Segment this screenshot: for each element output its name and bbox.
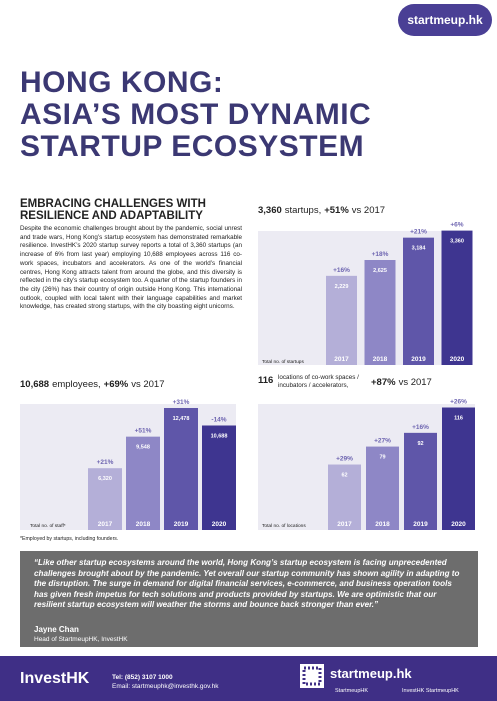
bar	[164, 407, 198, 530]
bar	[403, 237, 434, 365]
value-label: 10,688	[211, 433, 228, 439]
title-comparison: vs 2017	[352, 205, 385, 216]
title-unit: incubators / accelerators,	[278, 382, 349, 389]
bar	[364, 260, 396, 365]
x-tick-label: 2020	[451, 521, 466, 528]
bar	[326, 275, 357, 365]
growth-label: +6%	[450, 222, 463, 229]
value-label: 79	[379, 455, 385, 461]
x-tick-label: 2017	[334, 356, 349, 363]
section-heading: EMBRACING CHALLENGES WITH	[20, 198, 206, 210]
bar	[404, 432, 437, 530]
growth-label: +27%	[374, 438, 391, 445]
value-label: 2,229	[335, 284, 349, 290]
section-heading: RESILIENCE AND ADAPTABILITY	[20, 210, 203, 222]
bar	[442, 407, 475, 530]
bar	[441, 230, 473, 365]
bar	[202, 425, 236, 530]
title-line: STARTUP ECOSYSTEM	[20, 130, 364, 163]
growth-label: +51%	[135, 428, 152, 435]
growth-label: +26%	[450, 399, 467, 406]
x-tick-label: 2019	[413, 521, 428, 528]
logo: startmeup.hk	[407, 13, 483, 27]
bar	[126, 436, 160, 530]
value-label: 62	[341, 473, 347, 479]
quote-role: Head of StartmeupHK, InvestHK	[34, 636, 128, 643]
title-unit: locations of co-work spaces /	[278, 374, 359, 381]
value-label: 2,625	[373, 268, 387, 274]
footer-email: Email: startmeuphk@investhk.gov.hk	[112, 683, 219, 690]
title-change: +51%	[324, 205, 349, 216]
title-line: ASIA’S MOST DYNAMIC	[20, 98, 371, 131]
bar	[88, 468, 122, 530]
x-tick-label: 2020	[212, 521, 227, 528]
logo-badge	[398, 4, 492, 36]
x-tick-label: 2017	[337, 521, 352, 528]
growth-label: +16%	[333, 267, 350, 274]
bar	[366, 446, 399, 530]
value-label: 116	[454, 416, 463, 422]
x-tick-label: 2018	[136, 521, 151, 528]
quote-text: “Like other startup ecosystems around th…	[34, 558, 460, 610]
growth-label: +29%	[336, 456, 353, 463]
footer-website: startmeup.hk	[330, 666, 412, 681]
value-label: 3,360	[450, 239, 464, 245]
qr-pattern	[302, 666, 322, 686]
y-axis-label: Total no. of staff*	[30, 523, 66, 529]
x-tick-label: 2017	[98, 521, 113, 528]
footer-brand: InvestHK	[20, 670, 90, 687]
quote-box	[20, 551, 478, 647]
title-number: 3,360	[258, 205, 282, 216]
footnote: *Employed by startups, including founder…	[20, 536, 119, 542]
chart-title: 10,688 employees, +69% vs 2017	[20, 379, 165, 390]
title-number: 116	[258, 375, 273, 386]
value-label: 92	[417, 441, 423, 447]
growth-label: +18%	[372, 251, 389, 258]
title-change: +69%	[104, 379, 129, 390]
y-axis-label: Total no. of locations	[262, 523, 306, 529]
x-tick-label: 2020	[450, 356, 465, 363]
growth-label: -14%	[211, 416, 226, 423]
value-label: 9,548	[136, 445, 150, 451]
title-unit: startups,	[285, 205, 321, 216]
growth-label: +21%	[97, 459, 114, 466]
x-tick-label: 2019	[174, 521, 189, 528]
title-unit: employees,	[52, 379, 101, 390]
body-text: Despite the economic challenges brought …	[20, 225, 242, 311]
footer-tel: Tel: (852) 3107 1000	[112, 674, 173, 681]
footer-band	[0, 656, 497, 701]
title-number: 10,688	[20, 379, 49, 390]
chart-title: 3,360 startups, +51% vs 2017	[258, 205, 385, 216]
y-axis-label: Total no. of startups	[262, 359, 304, 365]
title-line: HONG KONG:	[20, 66, 223, 99]
bar	[328, 464, 361, 530]
title-comparison: vs 2017	[131, 379, 164, 390]
value-label: 6,320	[98, 476, 112, 482]
growth-label: +31%	[173, 399, 190, 406]
footer-social: InvestHK StartmeupHK	[402, 688, 459, 694]
x-tick-label: 2018	[375, 521, 390, 528]
x-tick-label: 2019	[411, 356, 426, 363]
growth-label: +21%	[410, 229, 427, 236]
x-tick-label: 2018	[373, 356, 388, 363]
chart-title: 116	[258, 375, 273, 386]
quote-author: Jayne Chan	[34, 625, 79, 634]
title-comparison: vs 2017	[399, 377, 432, 388]
title-change: +87%	[371, 377, 396, 388]
chart-title: +87% vs 2017	[371, 377, 432, 388]
footer-social: StartmeupHK	[335, 688, 368, 694]
value-label: 12,478	[173, 416, 190, 422]
growth-label: +16%	[412, 424, 429, 431]
value-label: 3,184	[412, 246, 427, 252]
